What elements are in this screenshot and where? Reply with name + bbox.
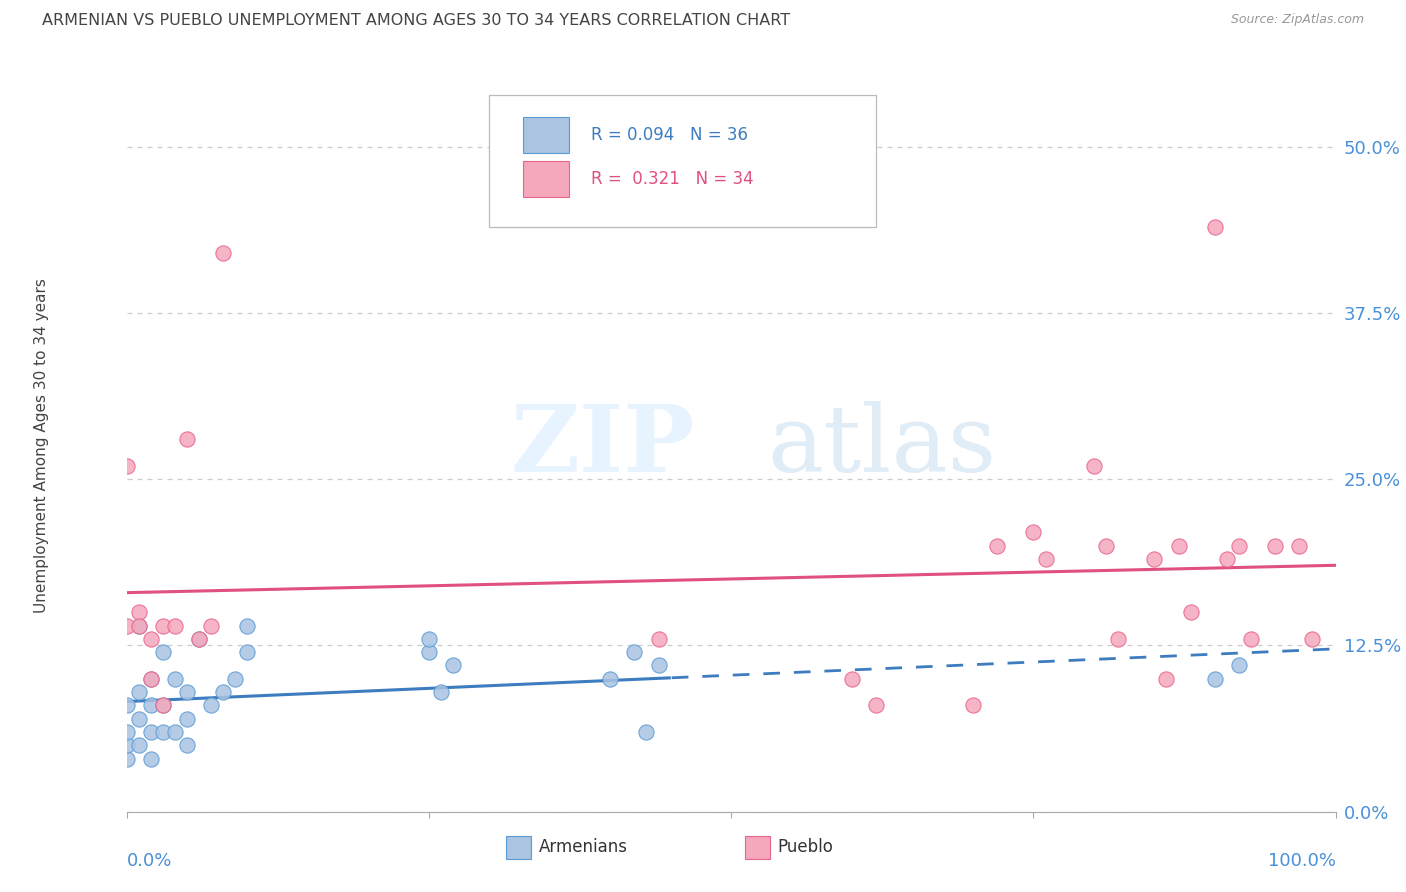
Point	[1216, 552, 1239, 566]
Point	[115, 458, 138, 473]
Point	[1035, 552, 1057, 566]
Point	[986, 539, 1008, 553]
Point	[152, 645, 174, 659]
Point	[1301, 632, 1323, 646]
Point	[1107, 632, 1129, 646]
Point	[212, 685, 235, 699]
Point	[188, 632, 211, 646]
Point	[176, 738, 198, 752]
Point	[236, 645, 259, 659]
Point	[1227, 658, 1250, 673]
Point	[200, 618, 222, 632]
Point	[152, 698, 174, 713]
Point	[224, 672, 246, 686]
Point	[188, 632, 211, 646]
Text: Pueblo: Pueblo	[778, 838, 834, 856]
Point	[418, 632, 440, 646]
Bar	[523, 117, 569, 153]
Point	[236, 618, 259, 632]
Point	[212, 246, 235, 260]
Point	[418, 645, 440, 659]
Point	[139, 672, 162, 686]
Point	[200, 698, 222, 713]
Point	[865, 698, 887, 713]
Point	[115, 698, 138, 713]
Point	[128, 738, 150, 752]
Point	[441, 658, 464, 673]
Point	[599, 672, 621, 686]
Point	[1022, 525, 1045, 540]
Point	[139, 672, 162, 686]
Point	[128, 712, 150, 726]
Text: ARMENIAN VS PUEBLO UNEMPLOYMENT AMONG AGES 30 TO 34 YEARS CORRELATION CHART: ARMENIAN VS PUEBLO UNEMPLOYMENT AMONG AG…	[42, 13, 790, 29]
Point	[115, 618, 138, 632]
Point	[152, 725, 174, 739]
Point	[1240, 632, 1263, 646]
Point	[176, 685, 198, 699]
Point	[163, 618, 186, 632]
Point	[623, 645, 645, 659]
Point	[1288, 539, 1310, 553]
Point	[176, 433, 198, 447]
Point	[152, 618, 174, 632]
FancyBboxPatch shape	[489, 95, 876, 227]
Point	[647, 632, 669, 646]
Text: 0.0%: 0.0%	[127, 852, 172, 870]
Point	[1227, 539, 1250, 553]
Point	[115, 725, 138, 739]
Point	[1180, 605, 1202, 619]
Point	[139, 725, 162, 739]
Text: Source: ZipAtlas.com: Source: ZipAtlas.com	[1230, 13, 1364, 27]
Point	[1204, 672, 1226, 686]
Point	[841, 672, 863, 686]
Point	[647, 658, 669, 673]
Point	[139, 751, 162, 765]
Text: Armenians: Armenians	[538, 838, 627, 856]
Bar	[523, 161, 569, 197]
Point	[1167, 539, 1189, 553]
Point	[163, 672, 186, 686]
Text: ZIP: ZIP	[510, 401, 695, 491]
Text: 100.0%: 100.0%	[1268, 852, 1336, 870]
Point	[115, 751, 138, 765]
Text: R =  0.321   N = 34: R = 0.321 N = 34	[591, 170, 754, 188]
Point	[163, 725, 186, 739]
Text: R = 0.094   N = 36: R = 0.094 N = 36	[591, 126, 748, 145]
Point	[1204, 219, 1226, 234]
Point	[139, 632, 162, 646]
Point	[1143, 552, 1166, 566]
Text: Unemployment Among Ages 30 to 34 years: Unemployment Among Ages 30 to 34 years	[34, 278, 49, 614]
Point	[1095, 539, 1118, 553]
Point	[128, 618, 150, 632]
Point	[430, 685, 453, 699]
Point	[962, 698, 984, 713]
Point	[152, 698, 174, 713]
Point	[115, 738, 138, 752]
Point	[128, 685, 150, 699]
Point	[1156, 672, 1178, 686]
Point	[128, 618, 150, 632]
Point	[636, 725, 658, 739]
Point	[1083, 458, 1105, 473]
Text: atlas: atlas	[768, 401, 997, 491]
Point	[176, 712, 198, 726]
Point	[1264, 539, 1286, 553]
Point	[128, 605, 150, 619]
Point	[139, 698, 162, 713]
